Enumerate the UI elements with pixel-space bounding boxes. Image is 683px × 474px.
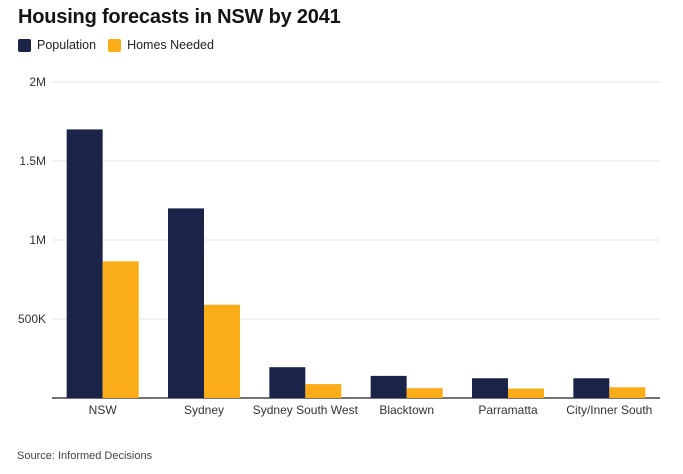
x-tick-label-3: Blacktown: [379, 403, 434, 417]
legend-item-population: Population: [18, 38, 96, 52]
y-tick-label-2: 1.5M: [19, 154, 46, 168]
y-tick-label-0: 500K: [18, 312, 46, 326]
chart-title: Housing forecasts in NSW by 2041: [18, 6, 341, 28]
y-tick-label-3: 2M: [29, 75, 46, 89]
x-tick-label-5: City/Inner South: [566, 403, 652, 417]
x-tick-label-1: Sydney: [184, 403, 224, 417]
x-tick-label-4: Parramatta: [478, 403, 538, 417]
bar-homes-needed-0: [102, 261, 139, 398]
source-note: Source: Informed Decisions: [17, 450, 153, 462]
legend-item-homes-needed: Homes Needed: [108, 38, 214, 52]
bar-population-0: [66, 129, 103, 398]
legend-label-homes-needed: Homes Needed: [127, 38, 214, 52]
bar-population-3: [370, 375, 407, 398]
bar-population-1: [168, 208, 204, 398]
legend-label-population: Population: [37, 38, 97, 52]
x-tick-label-2: Sydney South West: [253, 403, 359, 417]
bar-homes-needed-3: [406, 388, 443, 398]
bar-population-4: [472, 378, 508, 398]
x-tick-label-0: NSW: [89, 403, 118, 417]
chart-legend: Population Homes Needed: [18, 38, 226, 52]
bar-chart: 500K 1M 1.5M 2M NSW Sydney Sydney South West Bl…: [18, 75, 660, 417]
bar-homes-needed-4: [508, 388, 544, 398]
bar-population-2: [269, 367, 306, 398]
y-tick-label-1: 1M: [29, 233, 46, 247]
bar-homes-needed-1: [204, 304, 240, 398]
bar-population-5: [573, 378, 610, 398]
bar-homes-needed-5: [609, 387, 646, 398]
legend-swatch-homes-needed: [108, 38, 122, 52]
legend-swatch-population: [18, 38, 31, 52]
bar-homes-needed-2: [305, 384, 342, 398]
